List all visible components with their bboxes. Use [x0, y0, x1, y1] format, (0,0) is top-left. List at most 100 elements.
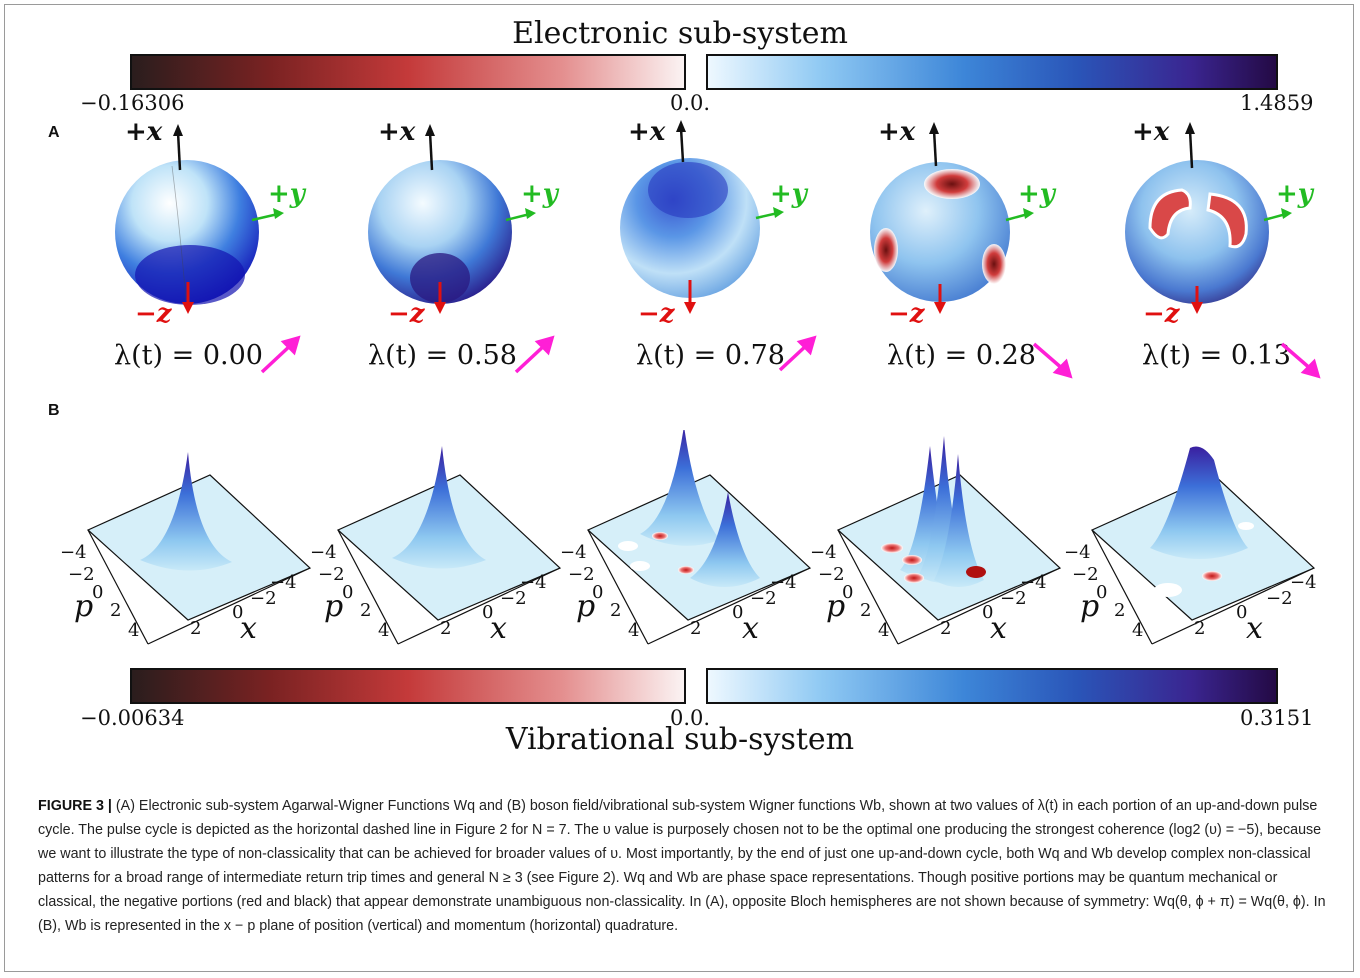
electronic-colorbar-title: Electronic sub-system: [512, 16, 848, 51]
svg-text:−4: −4: [270, 572, 297, 593]
svg-text:p: p: [576, 589, 595, 624]
svg-text:x: x: [742, 611, 759, 646]
axis-x-label: +x: [378, 117, 416, 147]
vibrational-colorbar-zero: 0.0.: [670, 706, 711, 730]
svg-text:−4: −4: [810, 542, 837, 563]
svg-text:−2: −2: [1266, 588, 1293, 609]
svg-text:x: x: [990, 611, 1007, 646]
svg-text:−4: −4: [1064, 542, 1091, 563]
panel-b-label: B: [48, 402, 60, 419]
axis-y-label: +y: [1018, 179, 1057, 209]
svg-text:−2: −2: [750, 588, 777, 609]
panel-a-label: A: [48, 124, 60, 141]
svg-text:0: 0: [982, 602, 993, 623]
svg-text:−4: −4: [60, 542, 87, 563]
electronic-colorbar-negative: [130, 54, 686, 90]
vibrational-colorbar-negative: [130, 668, 686, 704]
svg-text:p: p: [324, 589, 343, 624]
svg-text:0: 0: [842, 582, 853, 603]
svg-text:x: x: [1246, 611, 1263, 646]
svg-text:0: 0: [232, 602, 243, 623]
axis-x-label: +x: [628, 117, 666, 147]
svg-text:−2: −2: [1072, 564, 1099, 585]
lambda-label-5: λ(t) = 0.13: [1142, 340, 1291, 371]
panel-a-spheres: +x +y −z +x +y −z +x +y −z: [115, 117, 1315, 329]
wigner-surface-5: −4 −2 0 2 4 −4 −2 0 2 p x: [1064, 446, 1317, 646]
lambda-label-4: λ(t) = 0.28: [887, 340, 1036, 371]
axis-z-label: −z: [638, 299, 676, 329]
svg-text:2: 2: [440, 618, 451, 639]
electronic-colorbar-max: 1.4859: [1240, 91, 1314, 115]
svg-text:4: 4: [378, 620, 389, 641]
figure-caption: FIGURE 3 | (A) Electronic sub-system Aga…: [38, 794, 1328, 938]
axis-x-label: +x: [125, 117, 163, 147]
svg-text:p: p: [826, 589, 845, 624]
axis-x-label: +x: [878, 117, 916, 147]
axis-z-label: −z: [388, 299, 426, 329]
svg-text:p: p: [1080, 589, 1099, 624]
svg-text:x: x: [240, 611, 257, 646]
vibrational-colorbar-positive: [706, 668, 1278, 704]
electronic-colorbar-positive: [706, 54, 1278, 90]
svg-text:2: 2: [940, 618, 951, 639]
trend-up-arrow-icon: [260, 342, 294, 374]
axis-y-label: +y: [1276, 179, 1315, 209]
electronic-colorbar-zero: 0.0.: [670, 91, 711, 115]
svg-text:−2: −2: [250, 588, 277, 609]
svg-text:0: 0: [1236, 602, 1247, 623]
bloch-sphere-4: +x +y −z: [870, 117, 1057, 329]
svg-text:−4: −4: [770, 572, 797, 593]
panel-b-surfaces: −4 −2 0 2 4 −4 −2 0 2 p x −4 −2 0 2 4 −4…: [60, 430, 1317, 646]
svg-text:2: 2: [110, 600, 121, 621]
trend-up-arrow-icon: [778, 342, 810, 372]
svg-text:−2: −2: [1000, 588, 1027, 609]
svg-text:−2: −2: [500, 588, 527, 609]
axis-x-label: +x: [1132, 117, 1170, 147]
svg-text:p: p: [74, 589, 93, 624]
trend-up-arrow-icon: [514, 342, 548, 374]
svg-text:−4: −4: [310, 542, 337, 563]
wigner-surface-1: −4 −2 0 2 4 −4 −2 0 2 p x: [60, 452, 312, 646]
wigner-surface-3: −4 −2 0 2 4 −4 −2 0 2 p x: [560, 430, 812, 646]
svg-text:−4: −4: [520, 572, 547, 593]
svg-text:−4: −4: [1290, 572, 1317, 593]
lambda-label-2: λ(t) = 0.58: [368, 340, 517, 371]
svg-text:0: 0: [592, 582, 603, 603]
axis-y-label: +y: [521, 179, 560, 209]
svg-text:−2: −2: [818, 564, 845, 585]
lambda-label-3: λ(t) = 0.78: [636, 340, 785, 371]
bloch-sphere-3: +x +y −z: [620, 117, 809, 329]
svg-text:2: 2: [1194, 618, 1205, 639]
axis-z-label: −z: [888, 299, 926, 329]
svg-text:0: 0: [92, 582, 103, 603]
svg-text:2: 2: [1114, 600, 1125, 621]
trend-arrows: [260, 335, 1321, 379]
trend-up-arrow-icon: [280, 335, 301, 356]
svg-text:0: 0: [482, 602, 493, 623]
svg-text:4: 4: [128, 620, 139, 641]
svg-text:2: 2: [690, 618, 701, 639]
figure-caption-text: (A) Electronic sub-system Agarwal-Wigner…: [38, 798, 1326, 934]
trend-down-arrow-icon: [1032, 342, 1066, 372]
electronic-colorbar-min: −0.16306: [80, 91, 185, 115]
lambda-label-1: λ(t) = 0.00: [114, 340, 263, 371]
svg-text:2: 2: [610, 600, 621, 621]
vibrational-colorbar-min: −0.00634: [80, 706, 185, 730]
svg-text:2: 2: [360, 600, 371, 621]
trend-down-arrow-icon: [1280, 342, 1314, 372]
vibrational-colorbar-title: Vibrational sub-system: [505, 722, 855, 757]
svg-text:0: 0: [732, 602, 743, 623]
svg-text:−2: −2: [568, 564, 595, 585]
axis-z-label: −z: [135, 299, 173, 329]
svg-text:4: 4: [628, 620, 639, 641]
svg-text:−4: −4: [560, 542, 587, 563]
axis-y-label: +y: [770, 179, 809, 209]
svg-text:0: 0: [1096, 582, 1107, 603]
axis-z-label: −z: [1143, 299, 1181, 329]
bloch-sphere-5: +x +y −z: [1125, 117, 1315, 329]
svg-text:2: 2: [190, 618, 201, 639]
wigner-surface-2: −4 −2 0 2 4 −4 −2 0 2 p x: [310, 446, 562, 646]
svg-text:0: 0: [342, 582, 353, 603]
svg-text:x: x: [490, 611, 507, 646]
vibrational-colorbar-max: 0.3151: [1240, 706, 1314, 730]
